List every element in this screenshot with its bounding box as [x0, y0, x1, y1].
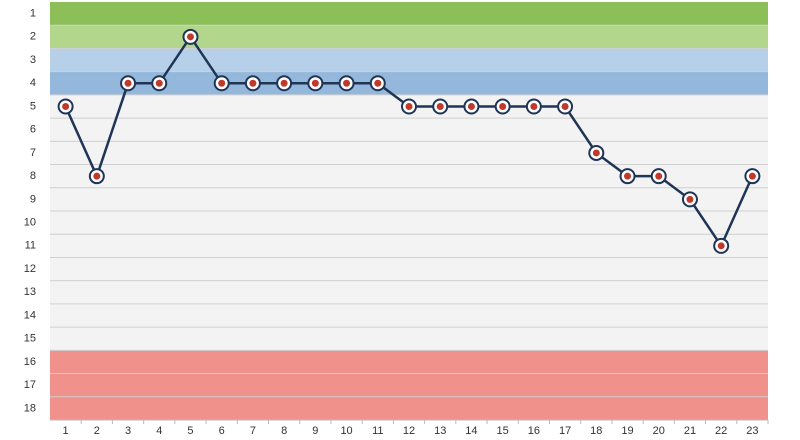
x-tick-label: 16	[528, 425, 540, 437]
team-marker-core	[686, 195, 694, 203]
y-tick-label: 7	[30, 147, 36, 159]
y-tick-label: 8	[30, 170, 36, 182]
team-marker-core	[218, 79, 226, 87]
team-marker-core	[62, 103, 70, 110]
x-tick-label: 9	[312, 425, 318, 437]
team-marker-core	[249, 79, 257, 87]
x-tick-label: 7	[250, 425, 256, 437]
x-tick-label: 14	[465, 425, 477, 437]
team-marker-core	[186, 33, 194, 41]
x-tick-label: 17	[559, 425, 571, 437]
x-tick-label: 4	[156, 425, 162, 437]
x-tick-label: 13	[434, 425, 446, 437]
y-tick-label: 5	[30, 100, 36, 112]
zone	[50, 350, 768, 420]
x-tick-label: 22	[715, 425, 727, 437]
y-tick-label: 12	[24, 263, 36, 275]
x-tick-label: 18	[590, 425, 602, 437]
team-marker-core	[592, 149, 600, 157]
y-tick-label: 4	[30, 77, 36, 89]
y-tick-label: 10	[24, 217, 36, 229]
y-tick-label: 18	[24, 402, 36, 414]
x-tick-label: 3	[125, 425, 131, 437]
y-tick-label: 13	[24, 286, 36, 298]
team-marker-core	[467, 103, 475, 110]
team-marker-core	[717, 242, 725, 250]
team-marker-core	[561, 103, 569, 110]
team-marker-core	[530, 103, 538, 110]
y-tick-label: 1	[30, 8, 36, 20]
y-tick-label: 17	[24, 379, 36, 391]
y-tick-label: 14	[24, 309, 36, 321]
y-tick-label: 6	[30, 124, 36, 136]
x-tick-label: 8	[281, 425, 287, 437]
y-tick-label: 15	[24, 333, 36, 345]
team-marker-core	[343, 79, 351, 87]
team-marker-core	[748, 172, 756, 180]
zone	[50, 2, 768, 26]
zone	[50, 71, 768, 95]
x-tick-label: 20	[653, 425, 665, 437]
x-tick-label: 2	[94, 425, 100, 437]
team-marker-core	[124, 79, 132, 87]
team-marker-core	[624, 172, 632, 180]
team-marker-core	[374, 79, 382, 87]
y-tick-label: 3	[30, 54, 36, 66]
x-tick-label: 15	[497, 425, 509, 437]
team-marker-core	[499, 103, 507, 110]
y-tick-label: 2	[30, 31, 36, 43]
y-tick-label: 9	[30, 193, 36, 205]
x-tick-label: 12	[403, 425, 415, 437]
zone	[50, 48, 768, 72]
x-tick-label: 23	[746, 425, 758, 437]
team-marker-core	[155, 79, 163, 87]
x-tick-label: 5	[187, 425, 193, 437]
zone	[50, 25, 768, 49]
x-tick-label: 11	[372, 425, 383, 437]
x-tick-label: 10	[340, 425, 352, 437]
team-marker-core	[405, 103, 413, 110]
x-tick-label: 6	[219, 425, 225, 437]
x-tick-label: 1	[63, 425, 69, 437]
team-marker-core	[436, 103, 444, 110]
y-tick-label: 11	[25, 240, 36, 252]
team-marker-core	[280, 79, 288, 87]
x-tick-label: 19	[621, 425, 633, 437]
team-marker-core	[655, 172, 663, 180]
y-tick-label: 16	[24, 356, 36, 368]
team-marker-core	[93, 172, 101, 180]
team-marker-core	[311, 79, 319, 87]
x-tick-label: 21	[684, 425, 696, 437]
